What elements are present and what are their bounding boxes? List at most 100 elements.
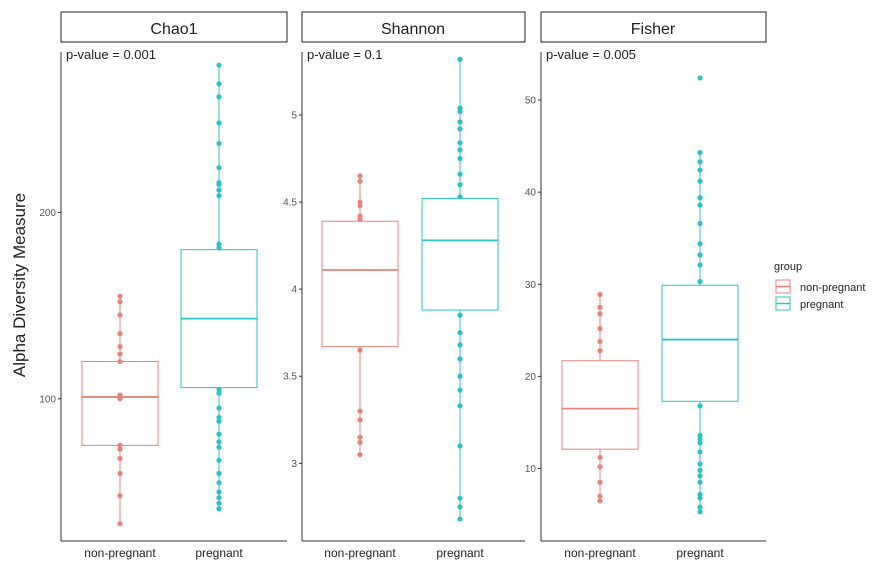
box-pregnant [180, 62, 258, 512]
data-point [597, 479, 603, 485]
p-value-annotation: p-value = 0.001 [66, 47, 156, 62]
data-point [216, 165, 222, 171]
legend-title: group [774, 261, 802, 273]
box-pregnant [421, 56, 499, 522]
data-point [357, 417, 363, 423]
x-tick-label: non-pregnant [324, 546, 396, 560]
data-point [216, 386, 222, 393]
box-iqr [81, 361, 159, 446]
data-point [117, 330, 123, 337]
data-point [357, 213, 363, 219]
data-point [697, 461, 703, 467]
data-point [457, 356, 463, 362]
data-point [216, 62, 222, 68]
facet-title: Chao1 [150, 21, 197, 38]
data-point [697, 449, 703, 455]
data-point [457, 105, 463, 111]
data-point [216, 241, 222, 247]
data-point [117, 351, 123, 357]
x-tick-label: pregnant [676, 546, 724, 560]
data-point [216, 390, 222, 396]
data-point [357, 199, 363, 205]
box-non-pregnant [561, 291, 639, 504]
data-point [216, 187, 222, 193]
data-point [697, 278, 703, 285]
data-point [597, 454, 603, 461]
y-tick-label: 40 [525, 188, 537, 199]
data-point [117, 312, 123, 318]
data-point [697, 159, 703, 165]
data-point [457, 342, 463, 348]
data-point [597, 348, 603, 354]
data-point [457, 56, 463, 62]
legend: group non-pregnant pregnant [774, 261, 865, 311]
data-point [697, 479, 703, 485]
data-point [117, 392, 123, 398]
data-point [117, 396, 123, 402]
data-point [457, 194, 463, 200]
data-point [216, 414, 222, 421]
data-point [597, 493, 603, 499]
data-point [697, 436, 703, 442]
data-point [216, 120, 222, 126]
data-point [457, 403, 463, 409]
data-point [697, 504, 703, 510]
y-tick-label: 3 [291, 459, 297, 470]
data-point [117, 293, 123, 299]
data-point [117, 521, 123, 527]
data-point [117, 442, 123, 449]
box-iqr [561, 360, 639, 450]
legend-label: pregnant [800, 299, 843, 311]
data-point [216, 439, 222, 445]
data-point [457, 387, 463, 393]
y-tick-label: 50 [525, 96, 537, 107]
data-point [697, 178, 703, 184]
data-point [117, 470, 123, 476]
x-tick-label: pregnant [195, 546, 243, 560]
data-point [216, 494, 222, 501]
y-tick-label: 3.5 [283, 372, 297, 383]
x-tick-label: non-pregnant [564, 546, 636, 560]
data-point [357, 178, 363, 184]
data-point [357, 408, 363, 414]
data-point [697, 440, 703, 446]
p-value-annotation: p-value = 0.005 [546, 47, 636, 62]
y-tick-label: 4 [291, 285, 297, 296]
data-point [597, 464, 603, 470]
data-point [117, 299, 123, 305]
data-point [457, 140, 463, 146]
data-point [597, 325, 603, 332]
data-point [216, 140, 222, 147]
data-point [697, 495, 703, 501]
data-point [697, 491, 703, 497]
data-point [697, 220, 703, 227]
facet-title: Shannon [381, 21, 445, 38]
data-point [457, 504, 463, 510]
facet-chao1: Chao1 p-value = 0.001 100 200 non-pregnant… [39, 11, 288, 560]
data-point [216, 444, 222, 450]
data-point [216, 457, 222, 463]
y-tick-label: 200 [39, 208, 56, 219]
data-point [697, 167, 703, 173]
x-tick-label: non-pregnant [84, 546, 156, 560]
data-point [697, 509, 703, 515]
box-non-pregnant [321, 173, 399, 458]
data-point [216, 418, 222, 424]
facet-shannon: Shannon p-value = 0.1 3 3.5 4 4.5 5 non-pregn… [283, 11, 526, 560]
data-point [597, 338, 603, 344]
y-tick-label: 10 [525, 464, 537, 475]
data-point [457, 147, 463, 153]
y-tick-label: 4.5 [283, 198, 297, 209]
data-point [697, 195, 703, 201]
data-point [117, 446, 123, 452]
y-tick-label: 20 [525, 372, 537, 383]
data-point [697, 262, 703, 268]
data-point [357, 439, 363, 446]
data-point [117, 493, 123, 499]
facet-title: Fisher [631, 21, 676, 38]
data-point [697, 467, 703, 473]
data-point [216, 431, 222, 437]
data-point [457, 119, 463, 125]
